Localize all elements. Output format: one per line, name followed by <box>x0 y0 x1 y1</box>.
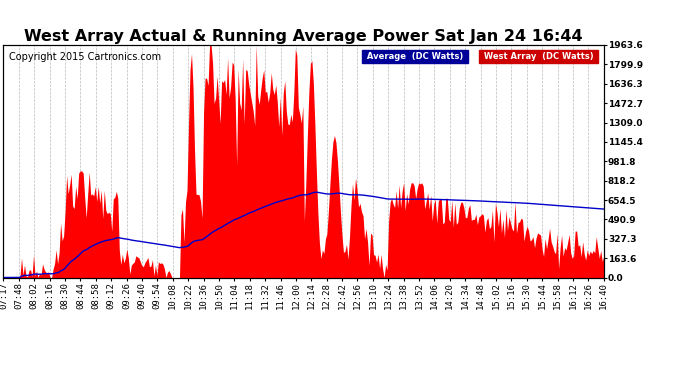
Title: West Array Actual & Running Average Power Sat Jan 24 16:44: West Array Actual & Running Average Powe… <box>24 29 583 44</box>
Text: West Array  (DC Watts): West Array (DC Watts) <box>481 52 596 61</box>
Text: Average  (DC Watts): Average (DC Watts) <box>364 52 466 61</box>
Text: Copyright 2015 Cartronics.com: Copyright 2015 Cartronics.com <box>10 52 161 62</box>
